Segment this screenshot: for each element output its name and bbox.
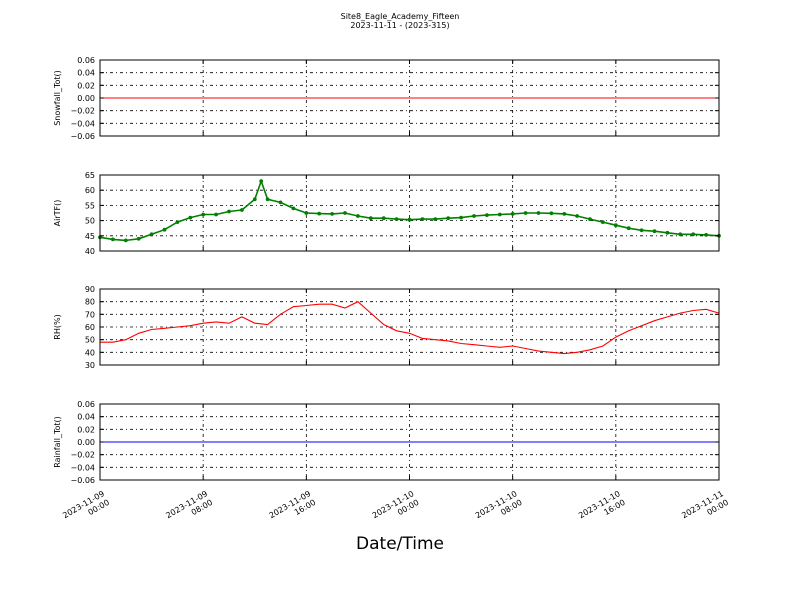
data-point	[497, 212, 502, 217]
data-point	[562, 212, 567, 216]
y-tick-label: −0.04	[70, 463, 95, 472]
data-point	[265, 197, 270, 202]
y-tick-label: 0.06	[77, 56, 95, 65]
data-point	[214, 212, 219, 217]
data-point	[626, 226, 631, 231]
series-line-3	[100, 301, 720, 355]
data-point	[407, 217, 412, 222]
y-tick-label: 30	[85, 361, 95, 370]
data-point	[536, 211, 541, 215]
data-point	[317, 211, 322, 216]
y-tick-label: 0.04	[77, 69, 95, 78]
y-tick-label: 80	[85, 298, 95, 307]
y-tick-label: 65	[85, 171, 95, 180]
data-point	[485, 213, 489, 218]
data-point	[149, 232, 154, 237]
y-tick-label: −0.06	[70, 476, 95, 485]
y-tick-label: 40	[85, 348, 95, 357]
data-point	[278, 200, 283, 205]
data-point	[665, 230, 670, 235]
data-point	[343, 211, 347, 215]
data-point	[252, 197, 257, 202]
y-tick-label: 50	[85, 217, 95, 226]
data-point	[111, 237, 115, 242]
y-tick-label: 55	[85, 201, 95, 210]
data-point	[472, 214, 476, 218]
data-point	[136, 236, 141, 241]
y-axis-label-1: Snowfall_Tot()	[53, 70, 62, 126]
data-point	[188, 215, 193, 220]
data-point	[652, 229, 657, 234]
y-tick-label: 0.00	[77, 438, 95, 447]
data-point	[575, 214, 579, 218]
data-point	[704, 233, 708, 237]
y-tick-label: −0.04	[70, 119, 95, 128]
data-point	[433, 217, 438, 222]
data-point	[523, 211, 528, 215]
data-point	[162, 227, 167, 232]
data-point	[639, 228, 644, 233]
data-point	[259, 179, 264, 184]
x-axis-label: Date/Time	[356, 534, 444, 554]
chart-subtitle: 2023-11-11 - (2023-315)	[350, 21, 450, 30]
y-tick-label: 60	[85, 186, 95, 195]
data-point	[613, 223, 618, 228]
data-point	[588, 217, 592, 222]
data-point	[304, 211, 309, 215]
y-tick-label: −0.02	[70, 451, 95, 460]
data-point	[510, 212, 515, 216]
data-point	[227, 209, 231, 214]
data-point	[330, 212, 334, 216]
data-point	[123, 238, 128, 243]
data-point	[420, 217, 425, 222]
y-tick-label: 60	[85, 323, 95, 332]
data-point	[446, 216, 451, 221]
y-axis-label-3: RH(%)	[53, 314, 62, 339]
y-tick-label: 70	[85, 310, 95, 319]
y-tick-label: 0.06	[77, 400, 95, 409]
data-point	[459, 215, 463, 220]
data-point	[381, 216, 386, 221]
y-tick-label: 45	[85, 232, 95, 241]
data-point	[691, 232, 696, 237]
data-point	[291, 206, 296, 211]
y-axis-label-2: AirTF()	[53, 200, 62, 227]
y-tick-label: 40	[85, 247, 95, 256]
data-point	[394, 217, 399, 222]
y-tick-label: −0.02	[70, 107, 95, 116]
y-axis-label-4: Rainfall_Tot()	[53, 416, 62, 468]
data-point	[175, 220, 180, 225]
y-tick-label: 0.00	[77, 94, 95, 103]
data-point	[240, 208, 244, 212]
y-tick-label: 50	[85, 336, 95, 345]
y-tick-label: 0.04	[77, 413, 95, 422]
data-point	[201, 212, 206, 217]
y-tick-label: 90	[85, 285, 95, 294]
data-point	[356, 214, 360, 218]
y-tick-label: 0.02	[77, 425, 95, 434]
data-point	[678, 232, 683, 237]
series-line-2	[99, 178, 720, 242]
chart-title: Site8_Eagle_Academy_Fifteen	[340, 12, 460, 21]
data-point	[368, 216, 373, 221]
y-tick-label: 0.02	[77, 81, 95, 90]
y-tick-label: −0.06	[70, 132, 95, 141]
data-point	[601, 220, 605, 225]
data-point	[549, 211, 554, 216]
